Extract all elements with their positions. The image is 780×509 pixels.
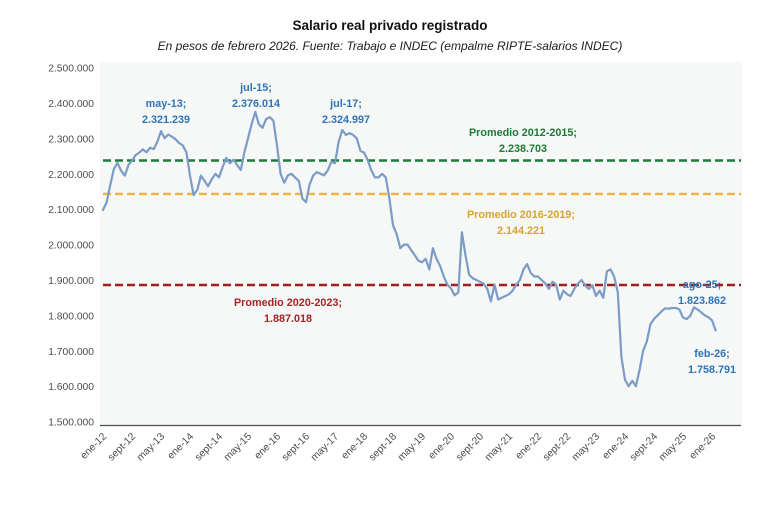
annotation-label-point-feb-26: feb-26; <box>694 348 729 360</box>
reference-label-avg-2020-2023: Promedio 2020-2023; <box>234 297 342 309</box>
chart-subtitle: En pesos de febrero 2026. Fuente: Trabaj… <box>158 39 623 53</box>
chart-title: Salario real privado registrado <box>292 18 487 33</box>
annotation-label-peak-jul-15: jul-15; <box>239 82 272 94</box>
plot-area: 2.500.000 2.400.000 2.300.000 2.200.000 2.10… <box>48 62 742 463</box>
x-axis-tick-label: ene-24 <box>601 431 632 462</box>
reference-value-avg-2020-2023: 1.887.018 <box>264 313 312 325</box>
x-axis-tick-label: sept-18 <box>367 431 399 463</box>
annotation-value-point-feb-26: 1.758.791 <box>688 364 736 376</box>
x-axis-tick-label: may-21 <box>483 431 515 463</box>
x-axis-tick-label: ene-26 <box>688 431 719 462</box>
x-axis-tick-label: sept-22 <box>541 431 573 463</box>
x-axis-tick-label: may-17 <box>309 431 341 463</box>
y-axis-tick-label: 2.100.000 <box>48 205 94 216</box>
annotation-label-peak-jul-17: jul-17; <box>329 98 362 110</box>
annotation-label-peak-may-13: may-13; <box>146 98 187 110</box>
y-axis-tick-label: 1.900.000 <box>48 276 94 287</box>
y-axis-tick-label: 2.300.000 <box>48 134 94 145</box>
y-axis-tick-label: 2.500.000 <box>48 64 94 75</box>
annotation-value-peak-may-13: 2.321.239 <box>142 114 190 126</box>
y-axis-tick-label: 2.200.000 <box>48 170 94 181</box>
y-axis-tick-label: 1.500.000 <box>48 418 94 429</box>
annotation-label-point-ago-25: ago-25; <box>683 279 721 291</box>
x-axis-tick-label: ene-12 <box>79 431 110 462</box>
x-axis-tick-label: may-25 <box>657 431 689 463</box>
annotation-value-peak-jul-17: 2.324.997 <box>322 114 370 126</box>
x-axis-tick-label: sept-24 <box>628 431 660 463</box>
salary-series-line <box>101 110 717 388</box>
annotation-value-point-ago-25: 1.823.862 <box>678 295 726 307</box>
x-axis-tick-label: ene-18 <box>340 431 371 462</box>
annotation-value-peak-jul-15: 2.376.014 <box>232 98 280 110</box>
x-axis-tick-label: may-23 <box>570 431 602 463</box>
reference-label-avg-2016-2019: Promedio 2016-2019; <box>467 209 575 221</box>
reference-value-avg-2016-2019: 2.144.221 <box>497 225 545 237</box>
x-axis-tick-label: sept-20 <box>454 431 486 463</box>
x-axis-tick-label: may-19 <box>396 431 428 463</box>
plot-panel <box>100 62 742 426</box>
x-axis-tick-label: ene-22 <box>514 431 545 462</box>
x-axis-tick-label: sept-12 <box>106 431 138 463</box>
y-axis-tick-label: 2.000.000 <box>48 241 94 252</box>
x-axis-tick-label: ene-14 <box>166 431 197 462</box>
y-axis-tick-label: 1.800.000 <box>48 311 94 322</box>
x-axis-tick-label: sept-14 <box>193 431 225 463</box>
x-axis-tick-label: sept-16 <box>280 431 312 463</box>
reference-label-avg-2012-2015: Promedio 2012-2015; <box>469 127 577 139</box>
x-axis-tick-label: ene-20 <box>427 431 458 462</box>
y-axis-tick-label: 1.600.000 <box>48 382 94 393</box>
x-axis-tick-label: may-13 <box>135 431 167 463</box>
reference-value-avg-2012-2015: 2.238.703 <box>499 143 547 155</box>
x-axis-tick-label: may-15 <box>222 431 254 463</box>
x-axis-tick-label: ene-16 <box>253 431 284 462</box>
y-axis-tick-label: 2.400.000 <box>48 99 94 110</box>
y-axis-tick-label: 1.700.000 <box>48 347 94 358</box>
